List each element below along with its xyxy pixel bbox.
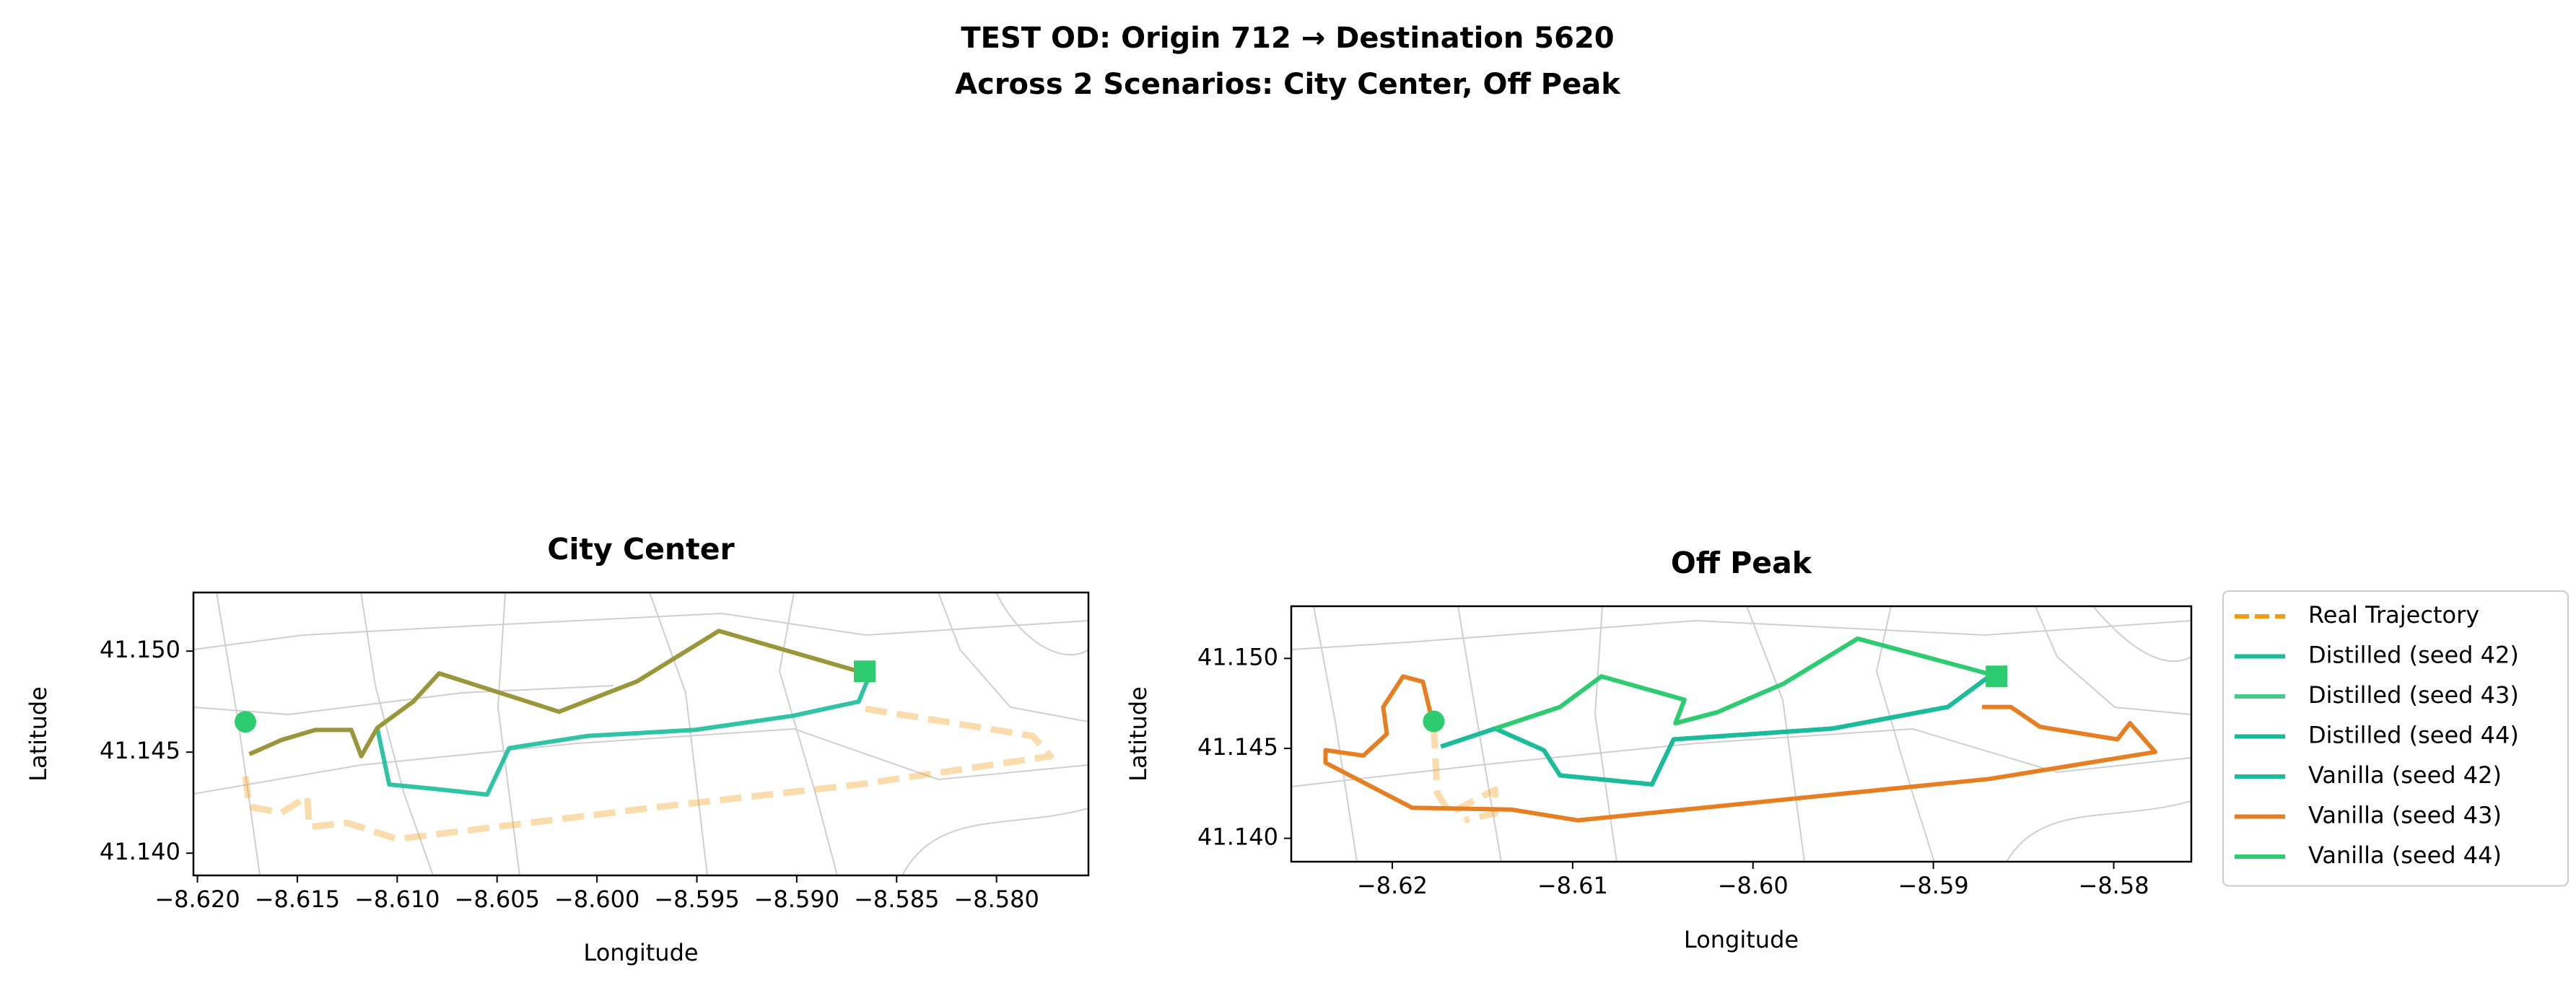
route-line xyxy=(1440,674,1991,787)
legend-label: Distilled (seed 42) xyxy=(2308,642,2519,669)
plot-area xyxy=(234,629,1054,843)
axes-frame xyxy=(192,591,1090,877)
subplot-title: Off Peak xyxy=(1671,546,1813,580)
destination-marker xyxy=(854,660,876,683)
y-tick-label: 41.140 xyxy=(100,838,180,865)
route-line xyxy=(375,676,871,797)
legend-label: Real Trajectory xyxy=(2308,601,2479,629)
route-line xyxy=(1494,636,1999,731)
legend-box xyxy=(2222,590,2569,887)
x-tick-label: −8.62 xyxy=(1357,872,1428,899)
legend-label: Vanilla (seed 42) xyxy=(2308,761,2502,789)
x-tick-label: −8.61 xyxy=(1537,872,1608,899)
y-axis-label: Latitude xyxy=(1125,686,1152,782)
route-line xyxy=(1323,674,2158,823)
route-line xyxy=(1430,726,1498,824)
x-tick-label: −8.615 xyxy=(255,886,340,913)
legend-label: Vanilla (seed 43) xyxy=(2308,802,2502,829)
axes-frame xyxy=(1290,605,2193,863)
route-line xyxy=(242,704,1054,843)
suptitle: Across 2 Scenarios: City Center, Off Pea… xyxy=(955,68,1621,101)
x-tick-label: −8.600 xyxy=(554,886,639,913)
legend-label: Vanilla (seed 44) xyxy=(2308,841,2502,869)
x-tick-label: −8.605 xyxy=(455,886,540,913)
origin-marker xyxy=(234,711,256,733)
route-line xyxy=(248,629,860,759)
subplot-title: City Center xyxy=(547,532,735,567)
route-line xyxy=(1494,636,1999,731)
y-tick-label: 41.145 xyxy=(1197,733,1278,761)
suptitle: TEST OD: Origin 712 → Destination 5620 xyxy=(961,22,1614,55)
x-tick-label: −8.59 xyxy=(1898,872,1969,899)
legend-label: Distilled (seed 43) xyxy=(2308,681,2519,709)
y-tick-label: 41.145 xyxy=(100,737,180,764)
route-line xyxy=(1440,674,1991,787)
street-network xyxy=(1291,606,2191,862)
street-network xyxy=(193,593,1088,875)
y-axis-label: Latitude xyxy=(25,686,52,782)
y-tick-label: 41.150 xyxy=(1197,643,1278,670)
plot-area xyxy=(1323,636,2158,824)
x-axis-label: Longitude xyxy=(1684,926,1799,953)
route-line xyxy=(1440,674,1991,787)
x-tick-label: −8.590 xyxy=(754,886,839,913)
x-tick-label: −8.610 xyxy=(354,886,440,913)
legend-label: Distilled (seed 44) xyxy=(2308,722,2519,749)
y-tick-label: 41.150 xyxy=(100,636,180,663)
x-axis-label: Longitude xyxy=(583,939,698,966)
x-tick-label: −8.620 xyxy=(154,886,240,913)
x-tick-label: −8.58 xyxy=(2079,872,2149,899)
x-tick-label: −8.595 xyxy=(654,886,739,913)
y-tick-label: 41.140 xyxy=(1197,823,1278,851)
plots: −8.620 −8.615 −8.610 −8.605 −8.600 −8.595 −8.5… xyxy=(25,532,2569,966)
origin-marker xyxy=(1423,710,1445,733)
x-tick-label: −8.585 xyxy=(854,886,939,913)
x-tick-label: −8.60 xyxy=(1718,872,1789,899)
x-tick-label: −8.580 xyxy=(953,886,1039,913)
destination-marker xyxy=(1986,665,2008,688)
